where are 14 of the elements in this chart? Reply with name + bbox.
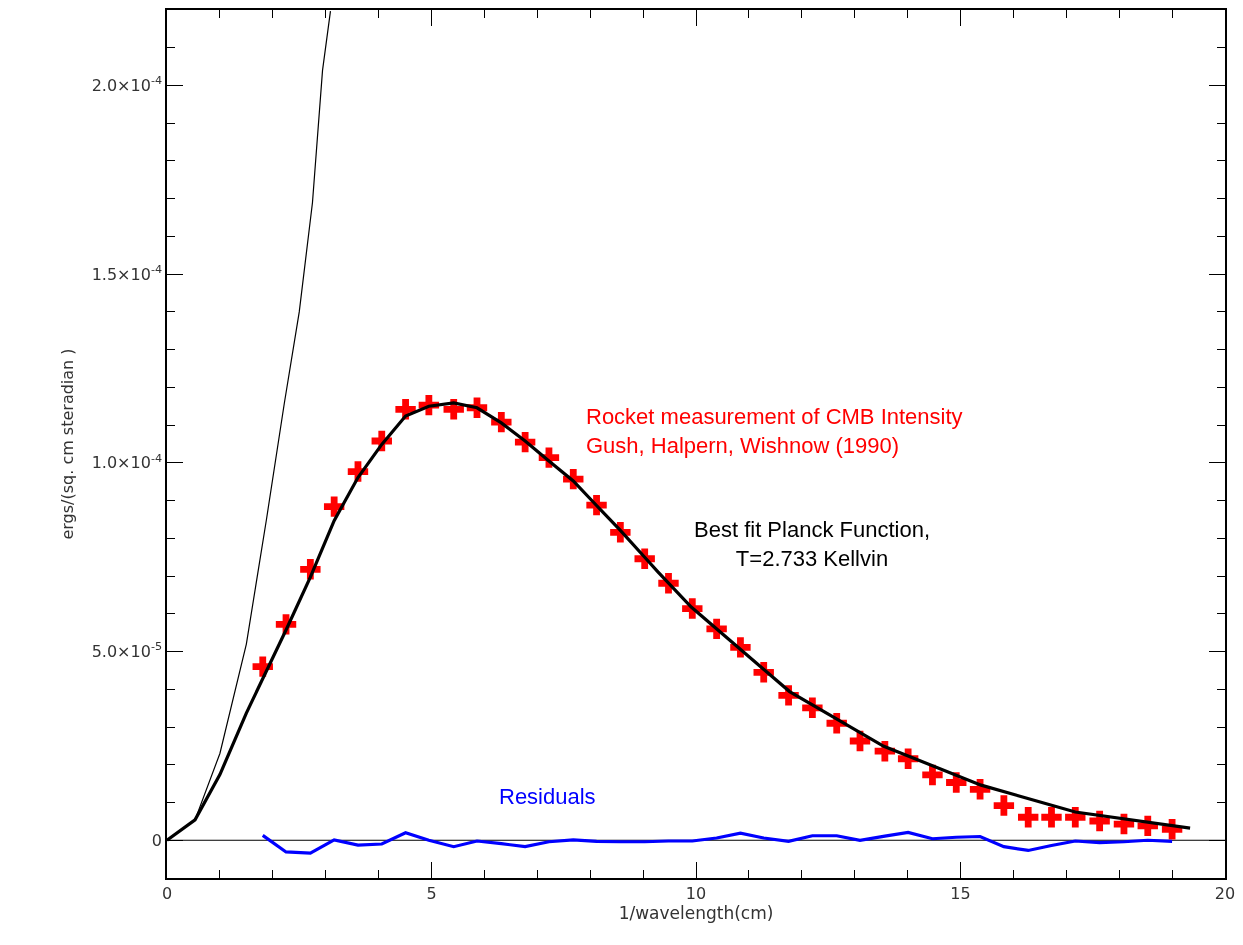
y-axis-title: ergs/(sq. cm steradian ) xyxy=(58,348,78,540)
x-tick-label: 20 xyxy=(1214,883,1236,903)
series-label: Rocket measurement of CMB Intensity Gush, Halpern, Wishnow (1990) xyxy=(586,404,963,458)
y-tick-label: 0 xyxy=(151,830,163,850)
series-label: Best fit Planck Function, T=2.733 Kellvin xyxy=(694,517,930,571)
y-tick-label: 2.0×10$^{-4}$ xyxy=(91,74,163,96)
y-tick-label: 1.5×10$^{-4}$ xyxy=(91,263,163,284)
x-tick-label: 15 xyxy=(950,883,971,903)
x-tick-label: 10 xyxy=(685,883,707,903)
y-tick-label: 1.0×10$^{-4}$ xyxy=(91,451,163,473)
x-tick-label: 5 xyxy=(426,883,437,903)
y-tick-label: 5.0×10$^{-5}$ xyxy=(91,640,163,662)
series-label: Residuals xyxy=(499,784,596,809)
x-axis-title: 1/wavelength(cm) xyxy=(618,902,774,923)
